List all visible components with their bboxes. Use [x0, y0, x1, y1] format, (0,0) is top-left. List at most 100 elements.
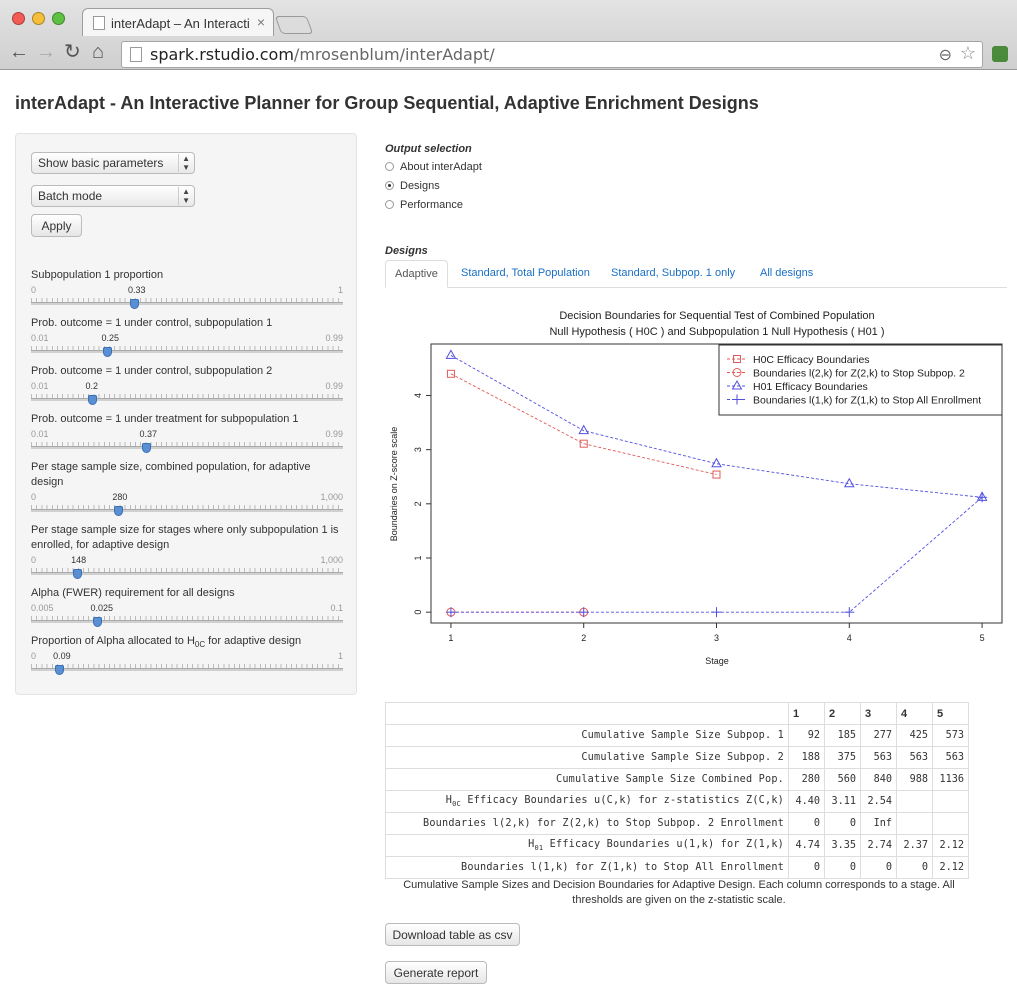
- slider-label: Subpopulation 1 proportion: [31, 269, 164, 281]
- x-tick-label: 3: [714, 633, 719, 643]
- slider-ticks: [31, 505, 343, 509]
- slider-handle[interactable]: [87, 395, 97, 405]
- slider-handle[interactable]: [55, 665, 65, 675]
- table-row: Cumulative Sample Size Combined Pop. 280 5…: [385, 768, 969, 791]
- extension-icon[interactable]: [992, 46, 1008, 62]
- chart-title: Decision Boundaries for Sequential Test …: [559, 310, 874, 322]
- slider-track[interactable]: [31, 302, 343, 305]
- table-cell: 560: [824, 768, 861, 791]
- slider-track[interactable]: [31, 350, 343, 353]
- table-row: Cumulative Sample Size Subpop. 1 92 185 277…: [385, 724, 969, 747]
- output-selection-label: Output selection: [385, 143, 472, 155]
- slider-max-label: 1: [337, 651, 343, 661]
- radio-label: About interAdapt: [400, 161, 482, 173]
- slider-handle[interactable]: [92, 617, 102, 627]
- table-cell: 988: [896, 768, 933, 791]
- table-cell: 1136: [932, 768, 969, 791]
- column-header: 1: [788, 702, 825, 725]
- mode-select[interactable]: Batch mode ▲ ▼: [31, 185, 195, 207]
- slider-track[interactable]: [31, 509, 343, 512]
- radio-button[interactable]: [385, 200, 394, 209]
- triangle-marker: [711, 457, 722, 468]
- table-cell: 3.11: [824, 790, 861, 813]
- triangle-marker: [731, 379, 743, 390]
- url-host: spark.rstudio.com: [150, 45, 294, 64]
- home-icon[interactable]: ⌂: [92, 41, 105, 63]
- slider-label: Prob. outcome = 1 under control, subpopu…: [31, 317, 273, 329]
- new-tab-button[interactable]: [274, 16, 314, 34]
- tab-standard-subpop1[interactable]: Standard, Subpop. 1 only: [611, 267, 736, 279]
- back-arrow-icon[interactable]: ←: [9, 41, 29, 63]
- y-axis-label: Boundaries on Z-score scale: [389, 427, 399, 542]
- slider-handle[interactable]: [73, 569, 83, 579]
- tab-standard-total[interactable]: Standard, Total Population: [461, 267, 590, 279]
- slider-handle[interactable]: [141, 443, 151, 453]
- row-label: Cumulative Sample Size Subpop. 1: [385, 724, 789, 747]
- results-table: 1 2 3 4 5 Cumulative Sample Size Subpop. 1 92 1…: [385, 702, 969, 879]
- address-bar[interactable]: spark.rstudio.com/mrosenblum/interAdapt/…: [121, 41, 983, 68]
- url-text[interactable]: spark.rstudio.com/mrosenblum/interAdapt/: [150, 45, 495, 64]
- zoom-icon[interactable]: ⊖: [938, 47, 952, 64]
- select-arrows-icon: ▲ ▼: [178, 154, 190, 172]
- zoom-window-button[interactable]: [52, 12, 65, 25]
- apply-button[interactable]: Apply: [31, 214, 82, 237]
- x-tick-label: 2: [581, 633, 586, 643]
- close-window-button[interactable]: [12, 12, 25, 25]
- close-tab-icon[interactable]: ×: [256, 14, 265, 30]
- table-cell: 0: [824, 812, 861, 835]
- bookmark-star-icon[interactable]: ☆: [959, 43, 976, 63]
- forward-arrow-icon[interactable]: →: [36, 41, 56, 63]
- legend-box: [718, 344, 1003, 416]
- slider-label: Alpha (FWER) requirement for all designs: [31, 587, 235, 599]
- slider-value-label: 0.2: [85, 381, 99, 391]
- triangle-marker: [578, 424, 590, 435]
- designs-label: Designs: [385, 245, 428, 257]
- sidebar-panel: Show basic parameters ▲ ▼ Batch mode ▲ ▼ A…: [15, 133, 357, 695]
- radio-label: Designs: [400, 180, 440, 192]
- radio-about[interactable]: About interAdapt: [385, 161, 482, 173]
- slider-label-sub: 0C: [194, 640, 206, 650]
- table-cell: 0: [896, 856, 933, 879]
- tab-all-designs[interactable]: All designs: [760, 267, 814, 279]
- table-corner: [385, 702, 789, 725]
- reload-icon[interactable]: ↻: [64, 41, 81, 63]
- slider-max-label: 1: [337, 285, 343, 295]
- slider-max-label: 0.1: [330, 603, 343, 613]
- slider-min-label: 0.005: [31, 603, 54, 613]
- slider-min-label: 0: [31, 492, 37, 502]
- parameter-select[interactable]: Show basic parameters ▲ ▼: [31, 152, 195, 174]
- generate-report-button[interactable]: Generate report: [385, 961, 487, 984]
- browser-tab[interactable]: interAdapt – An Interactive ×: [82, 8, 274, 36]
- slider-min-label: 0.01: [31, 381, 49, 391]
- table-cell: 0: [788, 856, 825, 879]
- triangle-marker: [445, 349, 457, 359]
- slider-track[interactable]: [31, 620, 343, 623]
- series-line-3: [450, 496, 983, 613]
- table-cell: 840: [860, 768, 897, 791]
- slider-min-label: 0.01: [31, 333, 49, 343]
- y-tick-label: 1: [413, 555, 423, 560]
- square-marker: [733, 355, 741, 363]
- table-cell: 573: [932, 724, 969, 747]
- slider-track[interactable]: [31, 446, 343, 449]
- table-row: Boundaries l(2,k) for Z(2,k) to Stop Sub…: [385, 812, 969, 835]
- slider-track[interactable]: [31, 668, 343, 671]
- slider-handle[interactable]: [129, 299, 139, 309]
- slider-handle[interactable]: [114, 506, 124, 516]
- slider-label: Prob. outcome = 1 under treatment for su…: [31, 413, 299, 425]
- tab-adaptive[interactable]: Adaptive: [385, 260, 448, 288]
- slider-label-suffix: for adaptive design: [205, 635, 302, 647]
- slider-track[interactable]: [31, 572, 343, 575]
- download-csv-button[interactable]: Download table as csv: [385, 923, 520, 946]
- radio-performance[interactable]: Performance: [385, 199, 463, 211]
- slider-handle[interactable]: [103, 347, 113, 357]
- radio-designs[interactable]: Designs: [385, 180, 440, 192]
- row-label-prefix: H: [528, 838, 535, 850]
- slider-track[interactable]: [31, 398, 343, 401]
- square-marker: [712, 470, 721, 479]
- radio-button[interactable]: [385, 162, 394, 171]
- radio-button[interactable]: [385, 181, 394, 190]
- table-cell: 2.54: [860, 790, 897, 813]
- minimize-window-button[interactable]: [32, 12, 45, 25]
